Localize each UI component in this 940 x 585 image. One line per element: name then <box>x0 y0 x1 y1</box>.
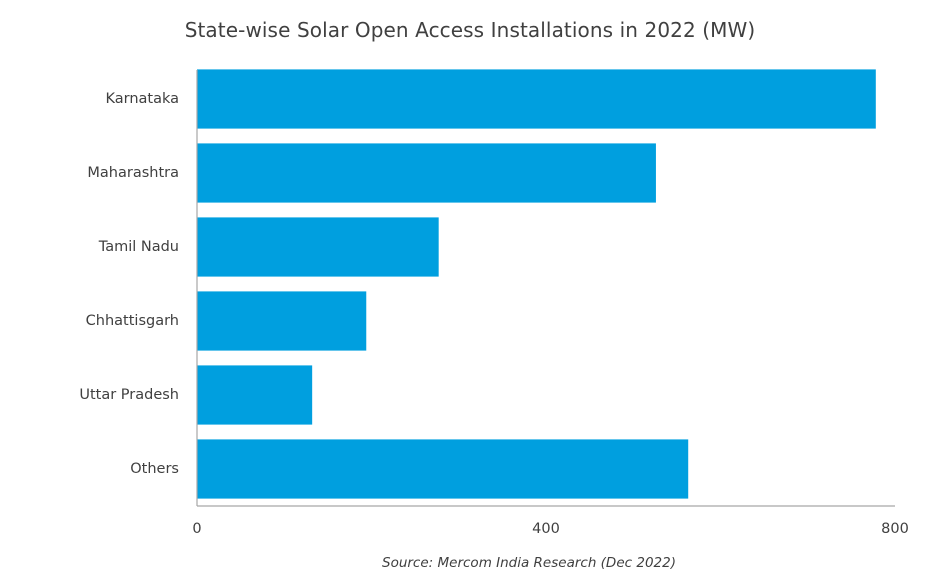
category-labels: Karnataka Maharashtra Tamil Nadu Chhattisga… <box>79 91 179 477</box>
chart-title: State-wise Solar Open Access Installatio… <box>184 18 756 42</box>
category-label-maharashtra: Maharashtra <box>87 165 179 181</box>
bar-others <box>197 439 689 499</box>
bar-tamil-nadu <box>197 217 439 277</box>
bars-group <box>197 69 876 499</box>
bar-karnataka <box>197 69 876 129</box>
x-tick-label-0: 0 <box>192 521 201 537</box>
category-label-uttar-pradesh: Uttar Pradesh <box>79 387 179 403</box>
x-tick-label-400: 400 <box>532 521 560 537</box>
x-tick-label-800: 800 <box>881 521 909 537</box>
category-label-tamil-nadu: Tamil Nadu <box>98 239 179 255</box>
source-note: Source: Mercom India Research (Dec 2022) <box>382 555 676 571</box>
bar-uttar-pradesh <box>197 365 313 425</box>
bar-chhattisgarh <box>197 291 367 351</box>
x-tick-labels: 0 400 800 <box>192 521 908 537</box>
category-label-others: Others <box>130 461 179 477</box>
category-label-karnataka: Karnataka <box>105 91 179 107</box>
category-label-chhattisgarh: Chhattisgarh <box>86 313 179 329</box>
bar-maharashtra <box>197 143 656 203</box>
